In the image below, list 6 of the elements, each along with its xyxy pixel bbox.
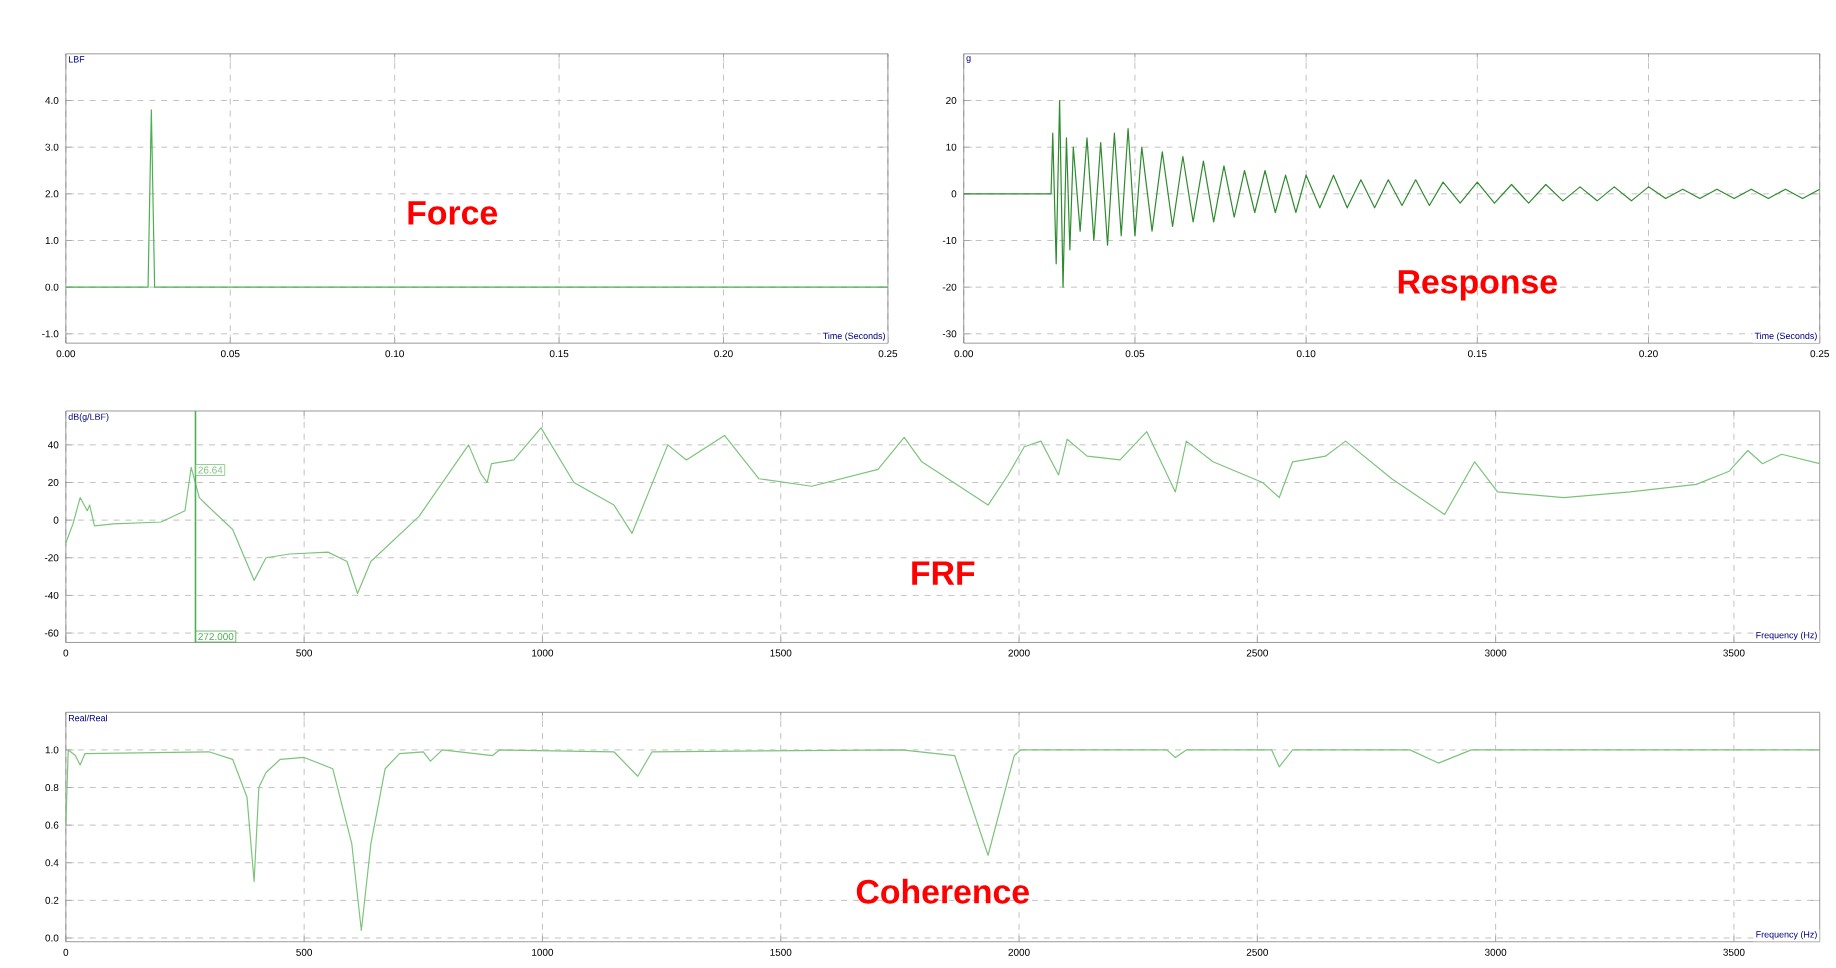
text: Coherence xyxy=(856,879,1029,904)
text: FRF xyxy=(912,561,975,585)
line-series xyxy=(65,749,1821,932)
text: Response xyxy=(1398,270,1557,301)
line-series xyxy=(65,427,1821,595)
text: Force xyxy=(408,201,498,225)
